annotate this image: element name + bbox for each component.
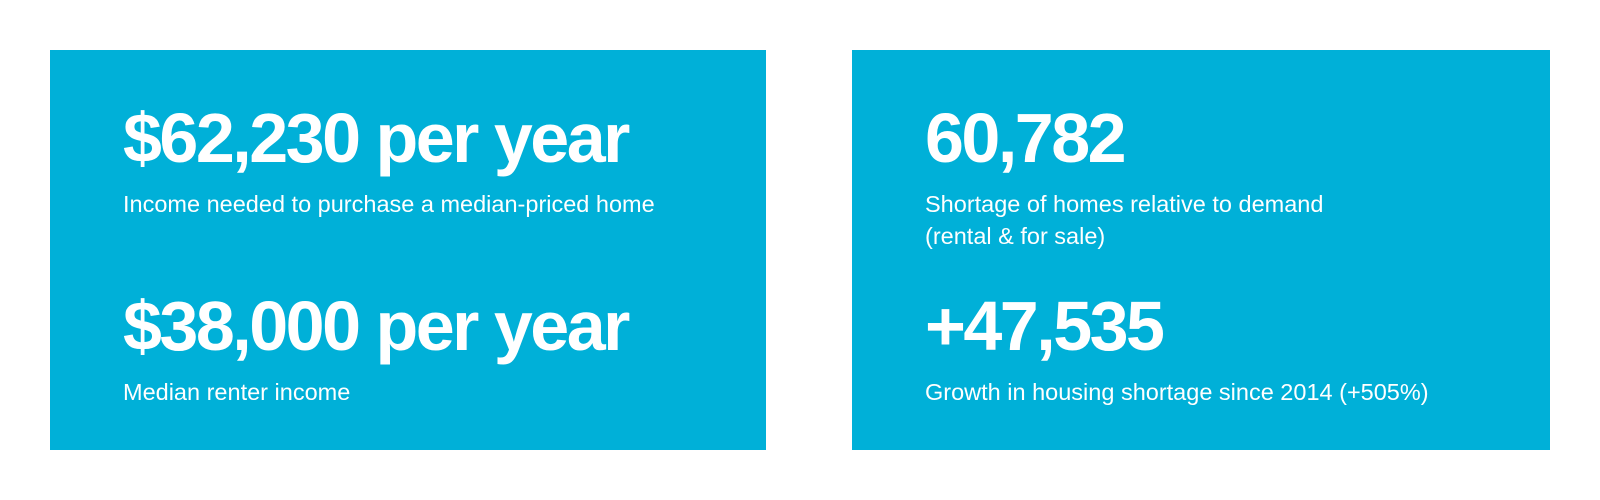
description-line: Income needed to purchase a median-price… <box>123 191 655 217</box>
stat-description: Shortage of homes relative to demand (ren… <box>925 188 1550 252</box>
stat-description: Growth in housing shortage since 2014 (+… <box>925 376 1550 408</box>
stat-description: Income needed to purchase a median-price… <box>123 188 766 220</box>
stat: +47,535 Growth in housing shortage since … <box>925 280 1550 468</box>
stat-value: $62,230 per year <box>123 99 630 177</box>
stat-value: +47,535 <box>925 287 1165 365</box>
description-line: Median renter income <box>123 379 351 405</box>
stat-card: 60,782 Shortage of homes relative to dema… <box>852 50 1550 450</box>
stat-value: 60,782 <box>925 99 1127 177</box>
description-line: Growth in housing shortage since 2014 (+… <box>925 379 1429 405</box>
description-line: (rental & for sale) <box>925 223 1106 249</box>
stat-card: $62,230 per year Income needed to purchas… <box>50 50 766 450</box>
stat: $62,230 per year Income needed to purchas… <box>123 92 766 280</box>
stat-description: Median renter income <box>123 376 766 408</box>
stat: 60,782 Shortage of homes relative to dema… <box>925 92 1550 280</box>
stat: $38,000 per year Median renter income <box>123 280 766 468</box>
stat-value: $38,000 per year <box>123 287 630 365</box>
description-line: Shortage of homes relative to demand <box>925 191 1324 217</box>
